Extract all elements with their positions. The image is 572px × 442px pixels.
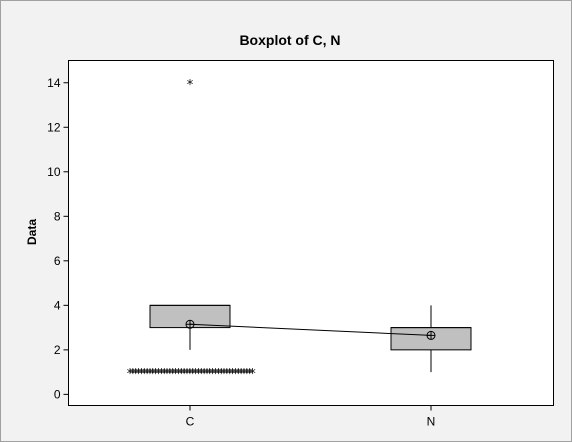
plot-area: [68, 60, 554, 406]
outlier-mark: *: [135, 367, 142, 382]
outlier-mark: *: [249, 367, 256, 382]
x-tick-label-C: C: [186, 415, 195, 429]
outlier-mark: *: [246, 367, 253, 382]
outlier-mark: *: [132, 367, 139, 382]
outlier-mark: *: [215, 367, 222, 382]
chart-title: Boxplot of C, N: [239, 32, 340, 48]
outlier-mark: *: [244, 367, 251, 382]
outlier-mark: *: [170, 367, 177, 382]
outlier-mark: *: [189, 367, 196, 382]
y-axis-label: Data: [25, 219, 39, 245]
outlier-mark: *: [224, 367, 231, 382]
outlier-mark: *: [212, 367, 219, 382]
y-tick-label: 12: [47, 120, 61, 134]
mean-layer: [185, 319, 436, 340]
outlier-mark: *: [195, 367, 202, 382]
x-tick-label-N: N: [427, 415, 436, 429]
outlier-mark: *: [127, 367, 134, 382]
y-axis: 0 2 4 6 8 10 12 14: [47, 76, 69, 401]
outlier-mark: *: [130, 367, 137, 382]
outlier-mark: *: [207, 367, 214, 382]
outlier-mark: *: [218, 367, 225, 382]
outlier-mark: *: [187, 367, 194, 382]
outlier-mark: *: [232, 367, 239, 382]
outlier-mark: *: [158, 367, 165, 382]
outlier-mark: *: [178, 367, 185, 382]
outlier-mark: *: [221, 367, 228, 382]
y-tick-label: 0: [54, 387, 61, 401]
mean-symbol-C: [185, 319, 195, 329]
outlier-mark: *: [147, 367, 154, 382]
y-tick-label: 2: [54, 343, 61, 357]
outlier-mark: *: [144, 367, 151, 382]
outlier-mark: *: [155, 367, 162, 382]
outlier-mark: *: [164, 367, 171, 382]
y-tick-label: 6: [54, 254, 61, 268]
box-group-C: [149, 304, 231, 350]
outlier-mark: *: [150, 367, 157, 382]
outlier-mark: *: [238, 367, 245, 382]
outlier-mark: *: [227, 367, 234, 382]
outlier-mark: *: [204, 367, 211, 382]
outlier-mark: *: [172, 367, 179, 382]
outlier-mark: *: [235, 367, 242, 382]
outlier-mark: *: [175, 367, 182, 382]
outlier-mark: *: [161, 367, 168, 382]
outlier-mark: *: [209, 367, 216, 382]
mean-connect-line: [189, 323, 432, 336]
outlier-layer: ****************************************…: [127, 78, 257, 382]
outlier-mark: *: [192, 367, 199, 382]
outlier-mark: *: [201, 367, 208, 382]
outlier-mark: *: [181, 367, 188, 382]
outlier-mark: *: [184, 367, 191, 382]
y-tick-label: 10: [47, 165, 61, 179]
outlier-mark: *: [187, 78, 194, 93]
outlier-mark: *: [167, 367, 174, 382]
mean-symbol-N: [426, 330, 436, 340]
y-tick-label: 14: [47, 76, 61, 90]
outlier-mark: *: [241, 367, 248, 382]
y-tick-label: 8: [54, 209, 61, 223]
outlier-mark: *: [141, 367, 148, 382]
y-tick-label: 4: [54, 298, 61, 312]
outlier-mark: *: [229, 367, 236, 382]
outlier-mark: *: [138, 367, 145, 382]
outlier-mark: *: [152, 367, 159, 382]
outlier-mark: *: [198, 367, 205, 382]
